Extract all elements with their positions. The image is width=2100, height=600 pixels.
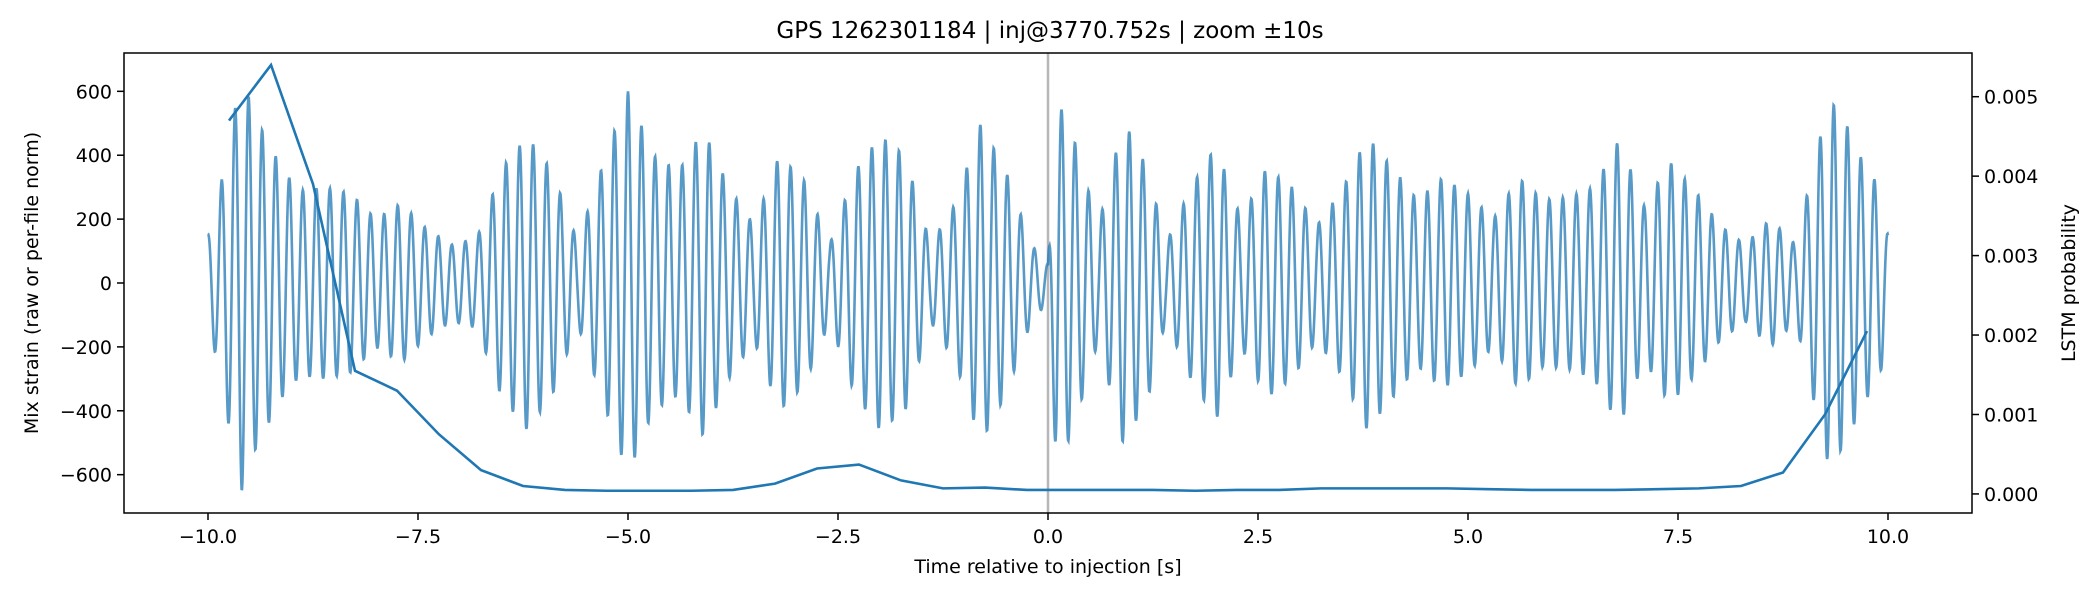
- y-tick-label-left: 0: [100, 273, 112, 295]
- y-tick-label-left: 200: [76, 209, 112, 231]
- x-tick-label: −10.0: [179, 526, 237, 548]
- x-axis: −10.0 −7.5 −5.0 −2.5 0.0 2.5 5.0 7.5 10.0: [179, 513, 1909, 548]
- y-tick-label-right: 0.000: [1984, 484, 2038, 506]
- y-axis-right: 0.005 0.004 0.003 0.002 0.001 0.000: [1972, 87, 2038, 506]
- x-tick-label: −5.0: [605, 526, 651, 548]
- x-tick-label: −7.5: [395, 526, 441, 548]
- y-tick-label-left: 400: [76, 145, 112, 167]
- y-tick-label-right: 0.003: [1984, 246, 2038, 268]
- x-tick-label: 5.0: [1453, 526, 1483, 548]
- y-axis-label-right: LSTM probability: [2058, 204, 2080, 362]
- x-tick-label: 2.5: [1243, 526, 1273, 548]
- x-tick-label: 0.0: [1033, 526, 1063, 548]
- x-tick-label: −2.5: [815, 526, 861, 548]
- x-tick-label: 7.5: [1663, 526, 1693, 548]
- y-tick-label-left: −400: [60, 401, 112, 423]
- x-axis-label: Time relative to injection [s]: [913, 556, 1181, 578]
- y-axis-left: 600 400 200 0 −200 −400 −600: [60, 81, 124, 487]
- y-tick-label-left: −200: [60, 337, 112, 359]
- y-tick-label-right: 0.002: [1984, 325, 2038, 347]
- y-tick-label-left: 600: [76, 81, 112, 103]
- y-tick-label-right: 0.004: [1984, 166, 2038, 188]
- x-tick-label: 10.0: [1867, 526, 1909, 548]
- chart-title: GPS 1262301184 | inj@3770.752s | zoom ±1…: [776, 18, 1323, 44]
- y-tick-label-left: −600: [60, 465, 112, 487]
- plot-area: [207, 53, 1890, 513]
- series-strain-line: [207, 91, 1890, 491]
- series-lstm-probability-line: [227, 62, 1869, 493]
- y-tick-label-right: 0.005: [1984, 87, 2038, 109]
- y-axis-label-left: Mix strain (raw or per-file norm): [21, 132, 43, 434]
- y-tick-label-right: 0.001: [1984, 404, 2038, 426]
